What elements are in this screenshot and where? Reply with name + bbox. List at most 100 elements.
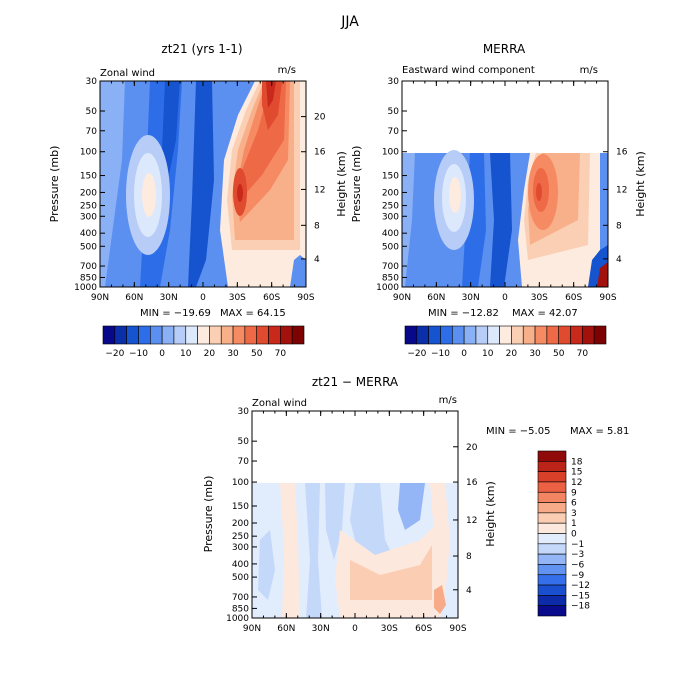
panel-2-ytick-label: 500: [382, 242, 399, 252]
panel-3-ytick-label: 100: [232, 478, 249, 488]
panel-1-colorbar-label: 30: [227, 349, 239, 359]
panel-1-colorbar-label: 20: [204, 349, 216, 359]
panel-3-colorbar-swatch: [537, 605, 567, 617]
panel-1-colorbar-swatch: [102, 325, 116, 345]
panel-3-colorbar-label: 9: [571, 488, 577, 498]
panel-1-colorbar-swatch: [114, 325, 127, 345]
panel-2-ytick-label: 150: [382, 172, 399, 182]
panel-2-colorbar-swatch: [416, 325, 429, 345]
panel-1-xtick-label: 90S: [297, 293, 314, 303]
panel-1-colorbar-label: 0: [159, 349, 165, 359]
panel-3-colorbar-label: 12: [571, 478, 582, 488]
panel-2-ylabel: Pressure (mb): [350, 146, 363, 223]
panel-1-ytick-label: 200: [80, 188, 97, 198]
panel-1-y2label: Height (km): [335, 151, 348, 217]
panel-1-xtick-label: 60S: [263, 293, 280, 303]
panel-1-colorbar-swatch: [197, 325, 210, 345]
panel-1-xtick-label: 60N: [125, 293, 143, 303]
panel-3-ytick-label: 200: [232, 519, 249, 529]
panel-3-field: [252, 483, 458, 618]
panel-1-left-label: Zonal wind: [100, 68, 155, 79]
panel-2-ytick-label: 30: [388, 77, 400, 87]
panel-3-colorbar-swatch: [537, 502, 567, 514]
panel-1-y2tick-label: 16: [314, 148, 326, 158]
panel-1-xtick-label: 0: [200, 293, 206, 303]
panel-1-ytick-label: 50: [86, 107, 98, 117]
panel-2-colorbar-label: 20: [506, 349, 518, 359]
panel-1-y2tick-label: 12: [314, 185, 325, 195]
panel-2-ytick-label: 250: [382, 202, 399, 212]
panel-2-colorbar: −20 −10 0 10 20 30 50 70: [404, 325, 607, 359]
panel-1-colorbar-swatch: [161, 325, 175, 345]
panel-3-y2label: Height (km): [484, 481, 497, 547]
panel-3-colorbar-swatch: [537, 522, 567, 534]
panel-3-ytick-label: 700: [232, 593, 249, 603]
panel-2-colorbar-swatch: [404, 325, 418, 345]
panel-2-colorbar-swatch: [534, 325, 548, 345]
panel-1-y2tick-label: 4: [314, 255, 320, 265]
panel-3-y2tick-label: 16: [466, 478, 478, 488]
panel-2-ytick-label: 700: [382, 262, 399, 272]
panel-3-axes: 90N 60N 30N 0 30S 60S 90S 30 50 70 100 150 200 250300…: [226, 407, 478, 634]
panel-1-units: m/s: [278, 65, 296, 76]
panel-1-colorbar-swatch: [220, 325, 234, 345]
panel-2-xtick-label: 30S: [531, 293, 548, 303]
panel-3-xtick-label: 30S: [381, 624, 398, 634]
panel-3-colorbar-label: −6: [571, 560, 585, 570]
panel-2-xtick-label: 90S: [599, 293, 616, 303]
panel-1-colorbar-label: 50: [251, 349, 263, 359]
panel-3-colorbar-label: −12: [571, 581, 590, 591]
panel-2-colorbar-label: −20: [407, 349, 426, 359]
panel-3-ytick-label: 850: [232, 604, 249, 614]
panel-1-min: MIN = −19.69: [140, 308, 211, 319]
panel-2-colorbar-swatch: [546, 325, 560, 345]
panel-3-ytick-label: 150: [232, 502, 249, 512]
panel-2-xtick-label: 60S: [565, 293, 582, 303]
panel-3-colorbar-swatch: [537, 481, 567, 493]
panel-3-ylabel: Pressure (mb): [202, 476, 215, 553]
panel-3-colorbar-label: −15: [571, 591, 590, 601]
panel-2-colorbar-label: 10: [482, 349, 494, 359]
panel-2-colorbar-swatch: [570, 325, 583, 345]
panel-1-ytick-label: 500: [80, 242, 97, 252]
panel-3-ytick-label: 70: [238, 457, 250, 467]
panel-3-colorbar-label: 0: [571, 530, 577, 540]
panel-3-colorbar-label: −3: [571, 550, 584, 560]
panel-1-ytick-label: 70: [86, 127, 98, 137]
panel-3-xtick-label: 90N: [243, 624, 261, 634]
panel-2-ytick-label: 850: [382, 273, 399, 283]
panel-1-ytick-label: 850: [80, 273, 97, 283]
panel-3-ytick-label: 300: [232, 543, 249, 553]
panel-3-colorbar-swatch: [537, 533, 567, 545]
panel-3-colorbar-swatch: [537, 553, 567, 565]
panel-3-colorbar-label: −1: [571, 540, 584, 550]
panel-2-colorbar-swatch: [475, 325, 489, 345]
panel-2-ytick-label: 100: [382, 148, 399, 158]
panel-2-title: MERRA: [483, 42, 526, 56]
panel-3-colorbar-label: −18: [571, 602, 590, 612]
panel-3-colorbar-swatch: [537, 564, 567, 576]
panel-2-units: m/s: [580, 65, 598, 76]
panel-2-colorbar-swatch: [582, 325, 595, 345]
panel-3-colorbar-swatch: [537, 450, 567, 462]
panel-3-colorbar-swatch: [537, 543, 567, 555]
panel-1-y2tick-label: 8: [314, 221, 320, 231]
panel-2-xtick-label: 90N: [393, 293, 411, 303]
panel-1-colorbar-swatch: [149, 325, 163, 345]
panel-3-title: zt21 − MERRA: [312, 375, 399, 389]
panel-3-ytick-label: 500: [232, 573, 249, 583]
panel-3-xtick-label: 60N: [277, 624, 295, 634]
panel-3-ytick-label: 50: [238, 437, 250, 447]
panel-1-ylabel: Pressure (mb): [48, 146, 61, 223]
panel-2-axes: 90N 60N 30N 0 30S 60S 90S 30 50 70 100 150 200 250300…: [376, 77, 628, 303]
panel-2-colorbar-swatch: [451, 325, 465, 345]
panel-2-y2tick-label: 8: [616, 221, 622, 231]
panel-1-colorbar-swatch: [126, 325, 139, 345]
panel-1-colorbar-label: 10: [180, 349, 192, 359]
panel-1-colorbar-label: −20: [105, 349, 124, 359]
panel-3-colorbar-label: 18: [571, 457, 583, 467]
panel-2-xtick-label: 60N: [427, 293, 445, 303]
panel-3-colorbar-swatch: [537, 461, 567, 472]
panel-2-field: [402, 150, 608, 287]
panel-3-max: MAX = 5.81: [570, 426, 629, 437]
